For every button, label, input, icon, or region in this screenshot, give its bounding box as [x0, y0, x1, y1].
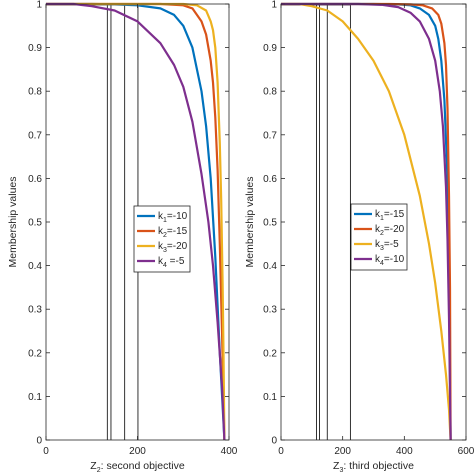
y-tick-label: 0.3	[263, 305, 277, 316]
x-tick-label: 0	[278, 446, 284, 457]
x-tick-label: 200	[129, 446, 146, 457]
x-axis-label: Z2: second objective	[90, 460, 185, 474]
legend-label-rest: =-15	[384, 209, 405, 220]
legend-label-sub: 3	[380, 245, 384, 252]
x-tick-label: 400	[396, 446, 413, 457]
y-tick-label: 0	[36, 436, 42, 447]
y-tick-label: 0.6	[263, 174, 277, 185]
y-tick-label: 0.9	[28, 43, 42, 54]
legend-entry: k4=-10	[375, 254, 405, 267]
legend-entry: k2=-20	[375, 224, 405, 237]
y-tick-label: 0.2	[28, 348, 42, 359]
x-tick-label: 200	[334, 446, 351, 457]
legend-label-rest: =-10	[167, 211, 188, 222]
legend-entry: k1=-10	[158, 211, 188, 224]
y-tick-label: 0	[271, 436, 277, 447]
y-tick-label: 0.1	[28, 392, 42, 403]
y-tick-label: 0.8	[28, 87, 42, 98]
y-tick-label: 1	[271, 0, 277, 11]
legend-entry: k3=-20	[158, 241, 188, 254]
legend-label-sub: 1	[163, 217, 167, 224]
legend-label-sub: 4	[163, 262, 167, 269]
legend-label-rest: =-10	[384, 254, 405, 265]
x-axis-label-main: Z	[333, 460, 340, 472]
x-axis-label: Z3: third objective	[333, 460, 414, 474]
chart-panel-z2: 00.10.20.30.40.50.60.70.80.910 200 400Z2: …	[7, 0, 238, 474]
legend-label-rest: =-5	[167, 256, 185, 267]
legend-label-sub: 1	[380, 215, 384, 222]
y-tick-label: 0.8	[263, 87, 277, 98]
legend-label-sub: 2	[380, 230, 384, 237]
legend-label-rest: =-15	[167, 226, 188, 237]
legend-label-main: k	[375, 254, 381, 265]
legend-label-rest: =-20	[167, 241, 188, 252]
legend-label-main: k	[158, 256, 164, 267]
y-tick-label: 0.4	[263, 261, 277, 272]
series-line-4	[46, 2, 226, 441]
x-axis-label-rest: : second objective	[101, 460, 185, 472]
x-axis-label-sub: 3	[339, 467, 343, 474]
legend-label-rest: =-5	[384, 239, 399, 250]
y-tick-label: 0.6	[28, 174, 42, 185]
y-tick-label: 0.2	[263, 348, 277, 359]
series-line-3	[281, 2, 452, 441]
legend-entry: k4 =-5	[158, 256, 185, 269]
x-axis-label-rest: : third objective	[343, 460, 414, 472]
y-tick-label: 0.1	[263, 392, 277, 403]
legend-entry: k2=-15	[158, 226, 188, 239]
y-tick-label: 0.3	[28, 305, 42, 316]
y-tick-label: 0.7	[263, 130, 277, 141]
y-tick-label: 0.9	[263, 43, 277, 54]
y-tick-label: 0.5	[28, 218, 42, 229]
x-axis-label-sub: 2	[97, 467, 101, 474]
y-axis-label: Membership values	[7, 176, 19, 267]
x-axis-label-main: Z	[90, 460, 97, 472]
y-axis-label: Membership values	[244, 176, 256, 267]
legend-label-main: k	[158, 226, 164, 237]
legend-entry: k3=-5	[375, 239, 399, 252]
legend-label-rest: =-20	[384, 224, 405, 235]
legend-label-main: k	[158, 241, 164, 252]
legend-label-sub: 4	[380, 260, 384, 267]
legend-label-main: k	[158, 211, 164, 222]
legend-entry: k1=-15	[375, 209, 405, 222]
legend-label-sub: 2	[163, 232, 167, 239]
legend-label-main: k	[375, 239, 381, 250]
chart-panel-z3: 0 0.1 0.2 0.3 0.4 0.5 0.6 0.7 0.8 0.9 1 0 200 400 600 Z…	[244, 0, 474, 474]
x-tick-label: 600	[458, 446, 474, 457]
legend-label-main: k	[375, 209, 381, 220]
y-tick-label: 0.7	[28, 130, 42, 141]
x-tick-label: 400	[221, 446, 238, 457]
y-tick-label: 0.4	[28, 261, 42, 272]
legend-label-main: k	[375, 224, 381, 235]
series-line-4	[281, 2, 452, 441]
y-tick-label: 0.5	[263, 218, 277, 229]
legend-label-sub: 3	[163, 247, 167, 254]
x-tick-label: 0	[43, 446, 49, 457]
y-tick-label: 1	[36, 0, 42, 11]
